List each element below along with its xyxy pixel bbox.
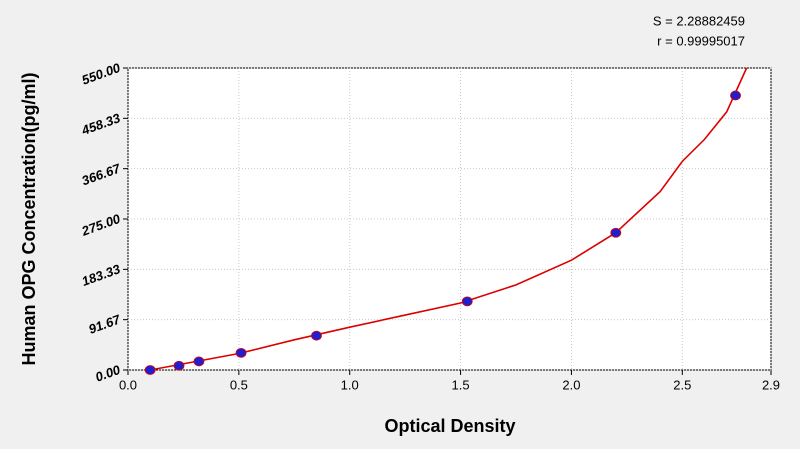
x-tick-label: 2.0 — [562, 377, 580, 392]
x-tick-label: 0.5 — [230, 377, 248, 392]
data-point — [144, 365, 156, 375]
x-tick-label: 1.0 — [341, 377, 359, 392]
x-tick-label: 2.9 — [762, 377, 780, 392]
data-point — [461, 296, 473, 307]
x-tick-label: 2.5 — [673, 377, 691, 392]
fit-curve — [150, 67, 748, 371]
data-point — [173, 360, 185, 371]
data-point — [235, 347, 247, 358]
y-axis-title: Human OPG Concentration(pg/ml) — [19, 72, 39, 365]
x-tick-label: 0.0 — [119, 377, 137, 392]
x-tick-label: 1.5 — [452, 377, 470, 392]
x-axis-title: Optical Density — [384, 416, 515, 436]
data-point — [311, 330, 322, 341]
annotation: r = 0.99995017 — [657, 33, 745, 48]
annotation: S = 2.28882459 — [653, 13, 745, 28]
data-point — [193, 356, 205, 367]
data-point — [610, 227, 622, 238]
data-point — [730, 90, 741, 101]
